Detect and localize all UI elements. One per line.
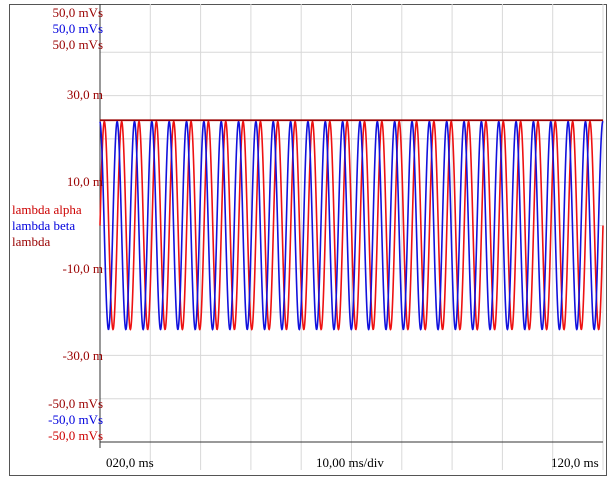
y-tick-label: 30,0 m — [66, 87, 103, 102]
x-label-start: 020,0 ms — [106, 455, 154, 470]
legend-lambda-beta: lambda beta — [12, 218, 76, 233]
x-label-end: 120,0 ms — [551, 455, 599, 470]
legend-lambda: lambda — [12, 234, 51, 249]
scale-top-2: 50,0 mVs — [52, 21, 103, 36]
scale-bottom-3: -50,0 mVs — [48, 428, 103, 443]
x-label-division: 10,00 ms/div — [316, 455, 384, 470]
series-line-lambda-beta — [99, 120, 604, 331]
scale-bottom-1: -50,0 mVs — [48, 396, 103, 411]
series-line-lambda-alpha — [99, 120, 604, 331]
y-tick-label: -10,0 m — [62, 261, 103, 276]
legend-lambda-alpha: lambda alpha — [12, 202, 82, 217]
traces — [99, 119, 604, 331]
y-tick-label: 10,0 m — [66, 174, 103, 189]
y-tick-label: -30,0 m — [62, 348, 103, 363]
scale-top-3: 50,0 mVs — [52, 37, 103, 52]
scale-top-1: 50,0 mVs — [52, 5, 103, 20]
scale-bottom-2: -50,0 mVs — [48, 412, 103, 427]
